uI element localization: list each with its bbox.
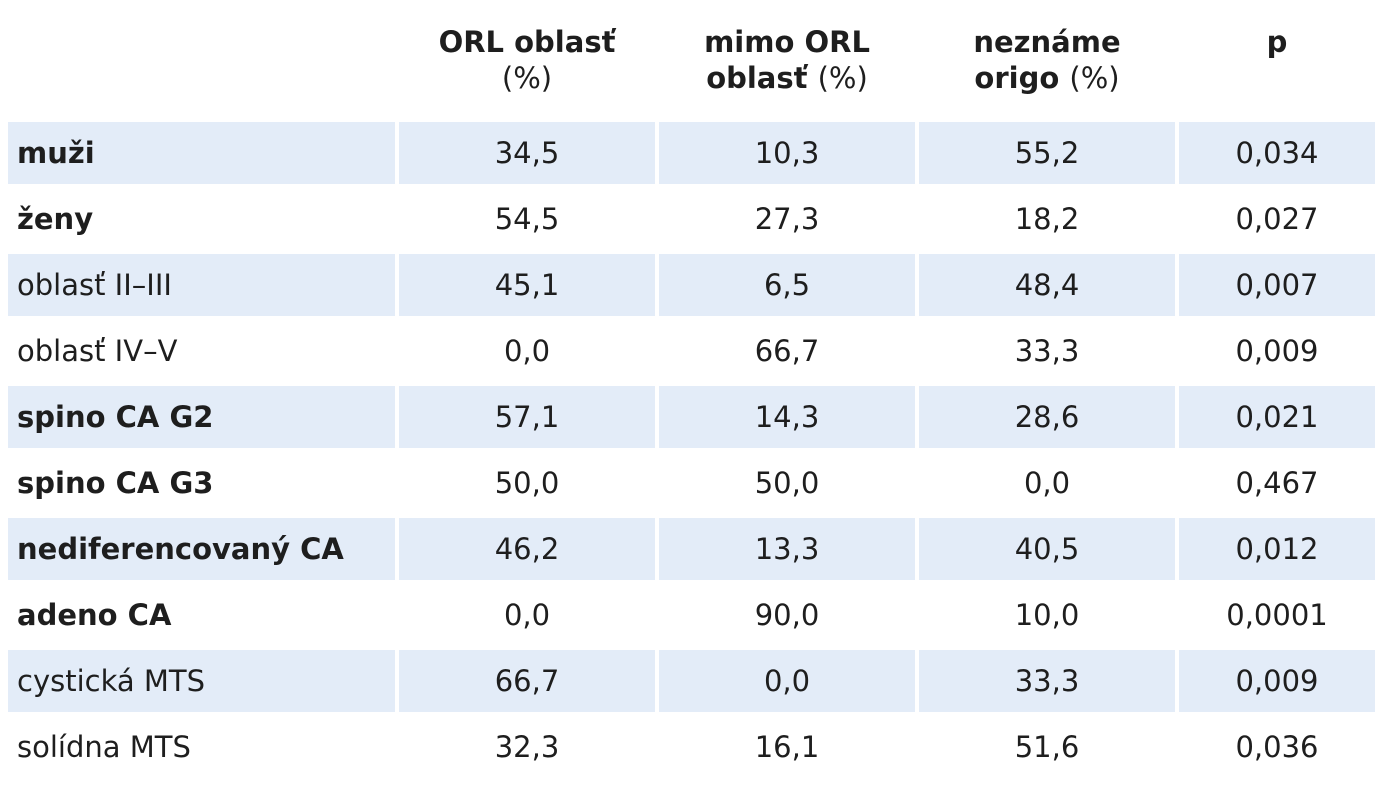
cell-p: 0,0001 xyxy=(1226,598,1328,632)
row-label: adeno CA xyxy=(17,598,172,632)
cell-nezname: 28,6 xyxy=(919,386,1175,448)
cell-p: 0,027 xyxy=(1235,202,1319,236)
cell-orl: 54,5 xyxy=(494,202,560,236)
header-p-main: p xyxy=(1266,25,1288,59)
cell-p: 0,034 xyxy=(1179,122,1375,184)
row-label: nediferencovaný CA xyxy=(8,518,395,580)
header-row: ORL oblasť (%) mimo ORL oblasť (%) nezná… xyxy=(8,0,1376,118)
row-label: spino CA G2 xyxy=(8,386,395,448)
table-row: nediferencovaný CA 46,2 13,3 40,5 0,012 xyxy=(8,518,1376,580)
cell-orl: 45,1 xyxy=(399,254,655,316)
cell-p: 0,012 xyxy=(1179,518,1375,580)
header-cell-nezname: neznáme origo (%) xyxy=(919,0,1175,118)
row-label: ženy xyxy=(17,202,94,236)
header-orl-main: ORL oblasť xyxy=(438,25,616,59)
cell-p: 0,009 xyxy=(1179,650,1375,712)
table-row: muži 34,5 10,3 55,2 0,034 xyxy=(8,122,1376,184)
cell-orl: 0,0 xyxy=(503,334,551,368)
cell-mimo: 66,7 xyxy=(754,334,820,368)
table-row: cystická MTS 66,7 0,0 33,3 0,009 xyxy=(8,650,1376,712)
cell-nezname: 40,5 xyxy=(919,518,1175,580)
data-table: ORL oblasť (%) mimo ORL oblasť (%) nezná… xyxy=(8,0,1376,778)
cell-mimo: 0,0 xyxy=(659,650,915,712)
cell-mimo: 50,0 xyxy=(754,466,820,500)
header-cell-p: p xyxy=(1179,0,1375,118)
cell-nezname: 33,3 xyxy=(1014,334,1080,368)
header-mimo-sub: oblasť (%) xyxy=(706,60,868,96)
table-row: adeno CA 0,0 90,0 10,0 0,0001 xyxy=(8,584,1376,646)
row-label: muži xyxy=(8,122,395,184)
cell-orl: 0,0 xyxy=(503,598,551,632)
cell-mimo: 90,0 xyxy=(754,598,820,632)
cell-mimo: 13,3 xyxy=(659,518,915,580)
table-row: solídna MTS 32,3 16,1 51,6 0,036 xyxy=(8,716,1376,778)
cell-orl: 66,7 xyxy=(399,650,655,712)
header-nezname-main: neznáme xyxy=(973,25,1121,59)
header-cell-orl: ORL oblasť (%) xyxy=(399,0,655,118)
cell-nezname: 10,0 xyxy=(1014,598,1080,632)
row-label: cystická MTS xyxy=(8,650,395,712)
cell-orl: 32,3 xyxy=(494,730,560,764)
row-label: solídna MTS xyxy=(17,730,191,764)
cell-nezname: 51,6 xyxy=(1014,730,1080,764)
header-orl-sub: (%) xyxy=(501,61,553,95)
cell-orl: 46,2 xyxy=(399,518,655,580)
cell-p: 0,007 xyxy=(1179,254,1375,316)
cell-p: 0,036 xyxy=(1235,730,1319,764)
cell-p: 0,021 xyxy=(1179,386,1375,448)
cell-nezname: 48,4 xyxy=(919,254,1175,316)
cell-mimo: 14,3 xyxy=(659,386,915,448)
header-cell-label xyxy=(8,0,395,118)
cell-mimo: 16,1 xyxy=(754,730,820,764)
cell-nezname: 55,2 xyxy=(919,122,1175,184)
header-cell-mimo: mimo ORL oblasť (%) xyxy=(659,0,915,118)
table-row: oblasť IV–V 0,0 66,7 33,3 0,009 xyxy=(8,320,1376,382)
cell-nezname: 0,0 xyxy=(1023,466,1071,500)
header-mimo-sub-word: oblasť (%) xyxy=(706,61,868,95)
row-label: oblasť II–III xyxy=(8,254,395,316)
cell-mimo: 6,5 xyxy=(659,254,915,316)
cell-mimo: 27,3 xyxy=(754,202,820,236)
cell-orl: 50,0 xyxy=(494,466,560,500)
cell-p: 0,009 xyxy=(1235,334,1319,368)
row-label: oblasť IV–V xyxy=(17,334,178,368)
cell-orl: 34,5 xyxy=(399,122,655,184)
cell-nezname: 18,2 xyxy=(1014,202,1080,236)
table-row: spino CA G3 50,0 50,0 0,0 0,467 xyxy=(8,452,1376,514)
cell-orl: 57,1 xyxy=(399,386,655,448)
table-row: spino CA G2 57,1 14,3 28,6 0,021 xyxy=(8,386,1376,448)
header-nezname-sub: origo (%) xyxy=(974,61,1120,95)
table-body: muži 34,5 10,3 55,2 0,034 ženy 54,5 27,3 18,2 0,0… xyxy=(8,122,1376,778)
cell-mimo: 10,3 xyxy=(659,122,915,184)
cell-p: 0,467 xyxy=(1235,466,1319,500)
table-row: oblasť II–III 45,1 6,5 48,4 0,007 xyxy=(8,254,1376,316)
row-label: spino CA G3 xyxy=(17,466,214,500)
header-mimo-main: mimo ORL xyxy=(704,25,870,59)
table-row: ženy 54,5 27,3 18,2 0,027 xyxy=(8,188,1376,250)
cell-nezname: 33,3 xyxy=(919,650,1175,712)
